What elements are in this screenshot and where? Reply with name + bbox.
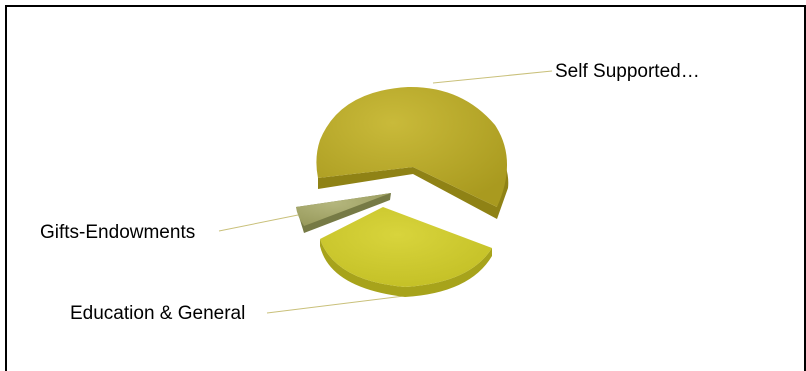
slice-gifts-top xyxy=(296,193,391,226)
chart-frame xyxy=(5,5,806,371)
pie-slice-education-general xyxy=(320,207,492,297)
leader-line-gifts xyxy=(218,214,299,232)
slice-self-supported-top xyxy=(316,86,508,207)
slice-label-education-general: Education & General xyxy=(70,303,245,324)
slice-self-supported-side xyxy=(318,150,509,219)
slice-label-self-supported: Self Supported… xyxy=(555,61,700,82)
leader-line-education xyxy=(266,295,405,314)
slice-education-side xyxy=(320,239,492,297)
pie-slice-gifts-endowments xyxy=(296,193,391,233)
pie-slice-self-supported xyxy=(316,86,509,219)
slice-gifts-side xyxy=(296,193,391,233)
slice-education-top xyxy=(320,207,492,287)
leader-line-self-supported xyxy=(432,70,553,84)
slice-label-gifts-endowments: Gifts-Endowments xyxy=(40,222,195,243)
